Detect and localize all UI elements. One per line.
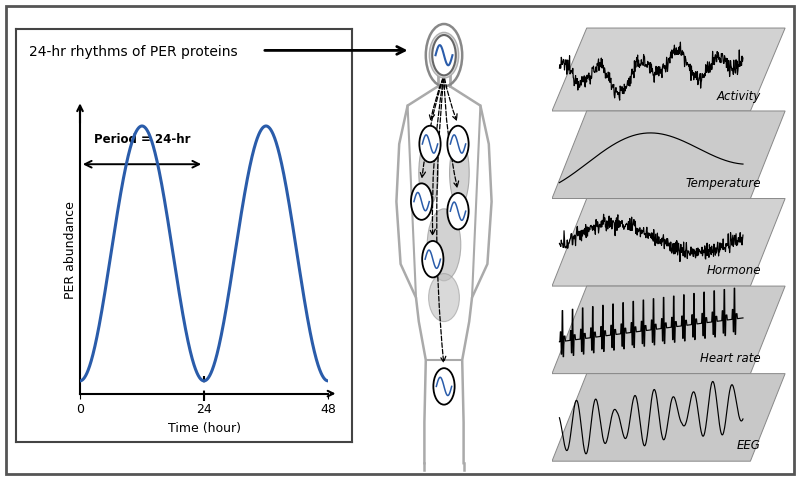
Circle shape [419, 126, 441, 162]
X-axis label: Time (hour): Time (hour) [167, 422, 241, 435]
Text: Heart rate: Heart rate [700, 352, 761, 365]
Text: EEG: EEG [737, 439, 761, 453]
Y-axis label: PER abundance: PER abundance [64, 201, 78, 299]
Ellipse shape [427, 209, 461, 281]
Circle shape [422, 241, 443, 277]
Circle shape [447, 193, 469, 229]
Circle shape [447, 126, 469, 162]
Text: Period = 24-hr: Period = 24-hr [94, 133, 190, 146]
Ellipse shape [430, 33, 458, 78]
Text: Activity: Activity [717, 90, 761, 103]
Text: Temperature: Temperature [686, 177, 761, 190]
Circle shape [434, 368, 454, 405]
Polygon shape [552, 28, 785, 111]
Polygon shape [552, 286, 785, 373]
Polygon shape [552, 373, 785, 461]
Circle shape [411, 183, 432, 220]
Circle shape [432, 35, 456, 75]
Polygon shape [552, 111, 785, 199]
Polygon shape [552, 199, 785, 286]
Ellipse shape [429, 274, 459, 322]
Text: Hormone: Hormone [706, 264, 761, 277]
Ellipse shape [419, 139, 438, 206]
Ellipse shape [450, 139, 469, 206]
Text: 24-hr rhythms of PER proteins: 24-hr rhythms of PER proteins [30, 45, 238, 60]
